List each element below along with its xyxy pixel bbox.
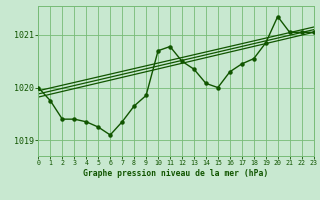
X-axis label: Graphe pression niveau de la mer (hPa): Graphe pression niveau de la mer (hPa)	[84, 169, 268, 178]
